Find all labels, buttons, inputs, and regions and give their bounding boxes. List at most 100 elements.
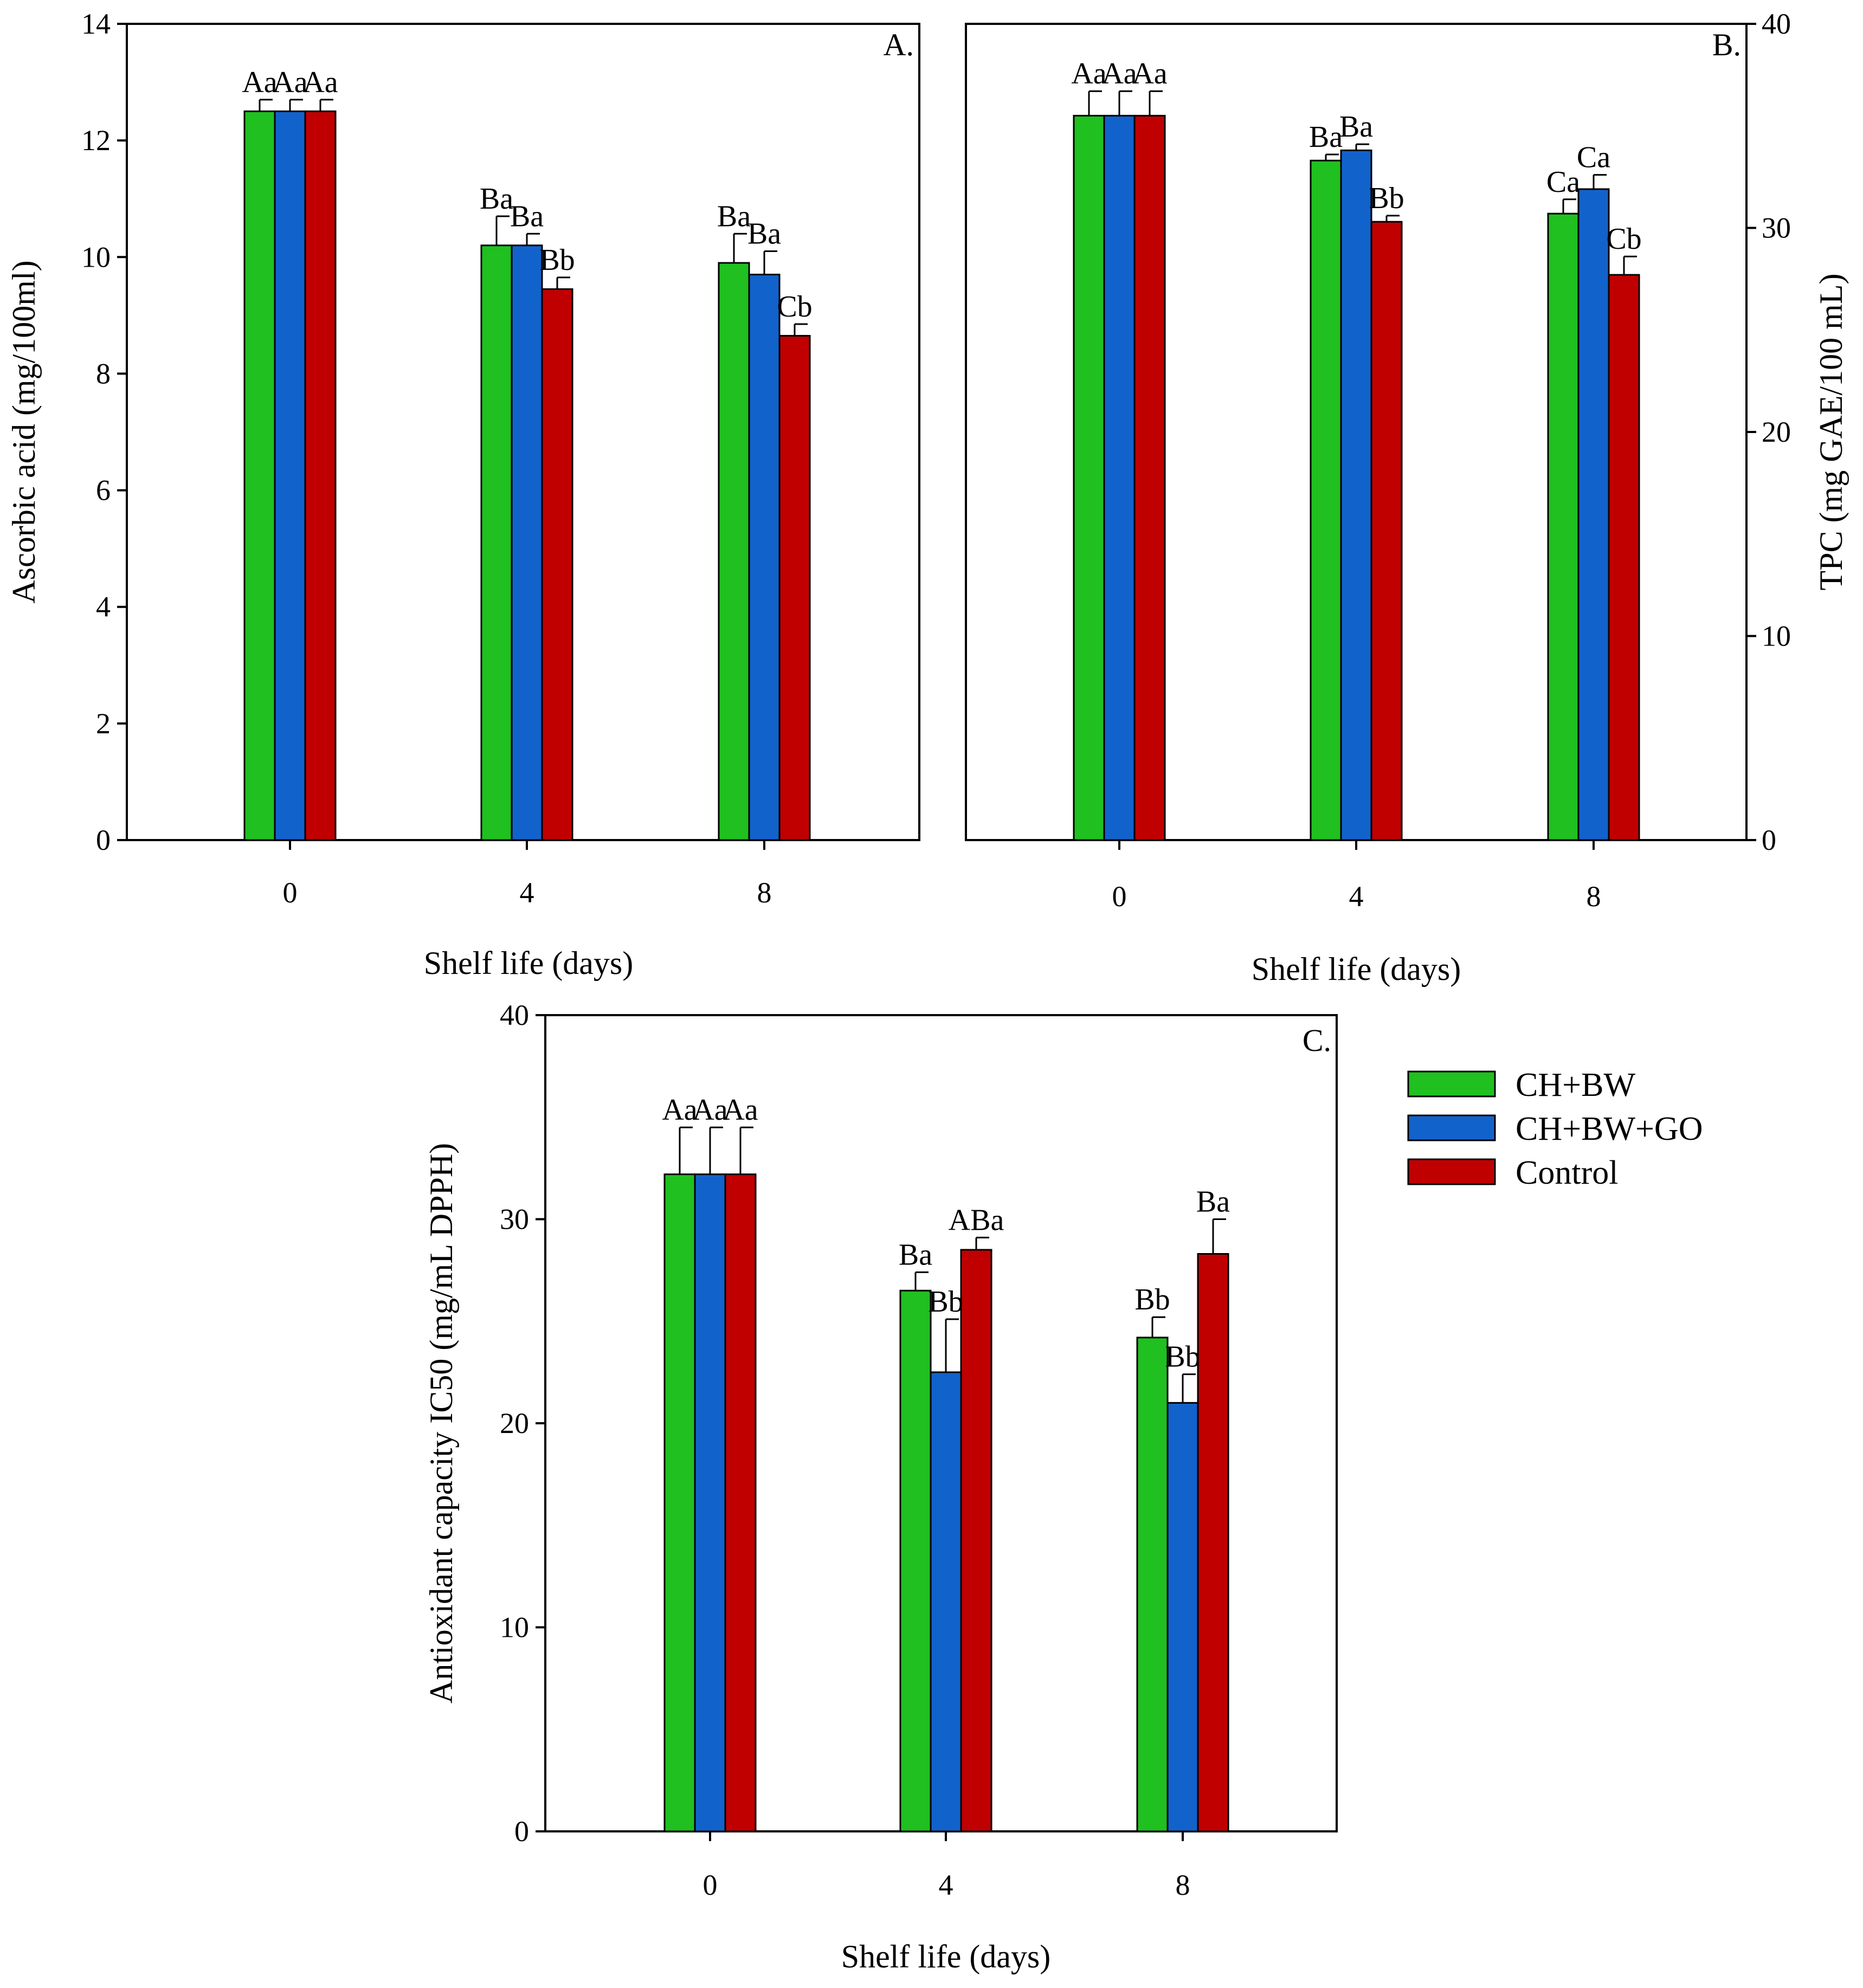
bar [1133,114,1166,841]
bar [1577,188,1610,841]
legend-swatch-ch-bw [1407,1070,1496,1098]
bar [304,110,337,841]
y-tick-label: 12 [81,124,111,157]
bar-label: Ba [717,199,751,233]
y-axis-label: TPC (mg GAE/100 mL) [1813,274,1849,591]
bar-label: Ba [480,182,513,216]
x-tick-label: 0 [703,1869,718,1901]
bar-label: Ba [1339,110,1373,144]
bar-label: Ba [1196,1185,1230,1219]
legend-item: Control [1407,1154,1618,1191]
bar [778,335,811,841]
y-tick-label: 40 [1762,8,1791,40]
panel-c: C. Aa Ba Bb Aa Bb Bb Aa ABa Ba 0 10 20 30 40 0 4 8 Anti… [423,999,1338,1974]
bar-label: Ba [1309,120,1343,154]
y-tick-label: 4 [96,591,111,623]
y-tick-label: 0 [1762,824,1776,856]
legend-swatch-ch-bw-go [1407,1114,1496,1141]
bar-label: Ba [899,1238,932,1271]
bar-label: Ca [1577,141,1610,175]
x-tick-label: 0 [283,876,298,909]
bar [1340,149,1372,841]
bar [1073,114,1105,841]
panel-tag: A. [884,27,914,62]
bar [243,110,276,841]
x-tick-label: 8 [1587,880,1601,913]
bar-label: Bb [1165,1340,1200,1374]
bar [1370,221,1403,841]
y-tick-label: 6 [96,474,111,507]
panel-tag: B. [1712,27,1741,62]
y-tick-label: 30 [1762,212,1791,244]
bar-label: Bb [539,243,575,277]
bar-label: Aa [1101,57,1137,91]
bar [718,262,750,841]
bar-label: Aa [723,1093,758,1127]
bar [899,1289,932,1832]
bar [1136,1337,1169,1832]
bar [663,1173,696,1832]
y-tick-label: 20 [500,1407,529,1440]
y-tick-label: 10 [500,1611,529,1644]
bar [748,274,781,841]
bar-label: Aa [692,1093,727,1127]
bar-label: ABa [949,1203,1004,1237]
x-tick-label: 4 [520,876,534,909]
bar-label: Cb [1606,222,1641,256]
y-tick-label: 10 [1762,620,1791,653]
bar [1608,274,1640,841]
x-tick-label: 0 [1112,880,1127,913]
y-tick-label: 30 [500,1203,529,1236]
y-tick-label: 2 [96,707,111,740]
bar-label: Aa [1132,57,1167,91]
bar-label: Bb [928,1285,963,1319]
bar [694,1173,726,1832]
legend-item: CH+BW [1407,1067,1635,1103]
y-axis-label: Antioxidant capacity IC50 (mg/mL DPPH) [423,1143,459,1703]
bar-label: Ba [747,217,781,251]
bar-label: Aa [662,1093,697,1127]
y-tick-label: 0 [514,1815,529,1848]
y-tick-label: 20 [1762,416,1791,448]
bar-label: Aa [272,66,307,99]
legend-label: CH+BW [1516,1067,1635,1103]
x-tick-label: 4 [939,1869,953,1901]
y-tick-label: 10 [81,241,111,273]
x-axis-label: Shelf life (days) [841,1939,1051,1974]
bar-label: Ba [510,199,544,233]
bar-label: Aa [242,66,277,99]
legend-item: CH+BW+GO [1407,1111,1703,1147]
x-tick-label: 8 [757,876,772,909]
bar-label: Aa [1071,57,1106,91]
bar [930,1371,962,1832]
legend-swatch-control [1407,1158,1496,1185]
bar-label: Bb [1369,182,1404,215]
bar [511,244,543,841]
bar-label: Ca [1546,165,1580,199]
bar-label: Cb [777,290,812,324]
bar [541,288,573,841]
legend-label: CH+BW+GO [1516,1111,1703,1147]
bar [960,1249,992,1832]
y-axis-label: Ascorbic acid (mg/100ml) [6,260,42,603]
y-tick-label: 8 [96,357,111,390]
panel-b: B. Aa Ba Ca Aa Ba Ca Aa Bb Cb 0 10 20 30 40 0 4 8 TPC (… [965,8,1849,987]
x-axis-label: Shelf life (days) [424,945,634,981]
bar-label: Aa [302,66,338,99]
y-tick-label: 40 [500,999,529,1031]
legend: CH+BW CH+BW+GO Control [1407,1067,1703,1191]
x-tick-label: 8 [1176,1869,1190,1901]
bar [1310,159,1342,841]
bar-label: Bb [1134,1283,1170,1316]
legend-label: Control [1516,1154,1618,1191]
bar [1103,114,1136,841]
bar [480,244,513,841]
y-tick-label: 0 [96,824,111,856]
panel-tag: C. [1303,1023,1331,1058]
bar [1547,212,1580,841]
bar [1197,1253,1229,1832]
bar [274,110,306,841]
y-tick-label: 14 [81,8,111,40]
